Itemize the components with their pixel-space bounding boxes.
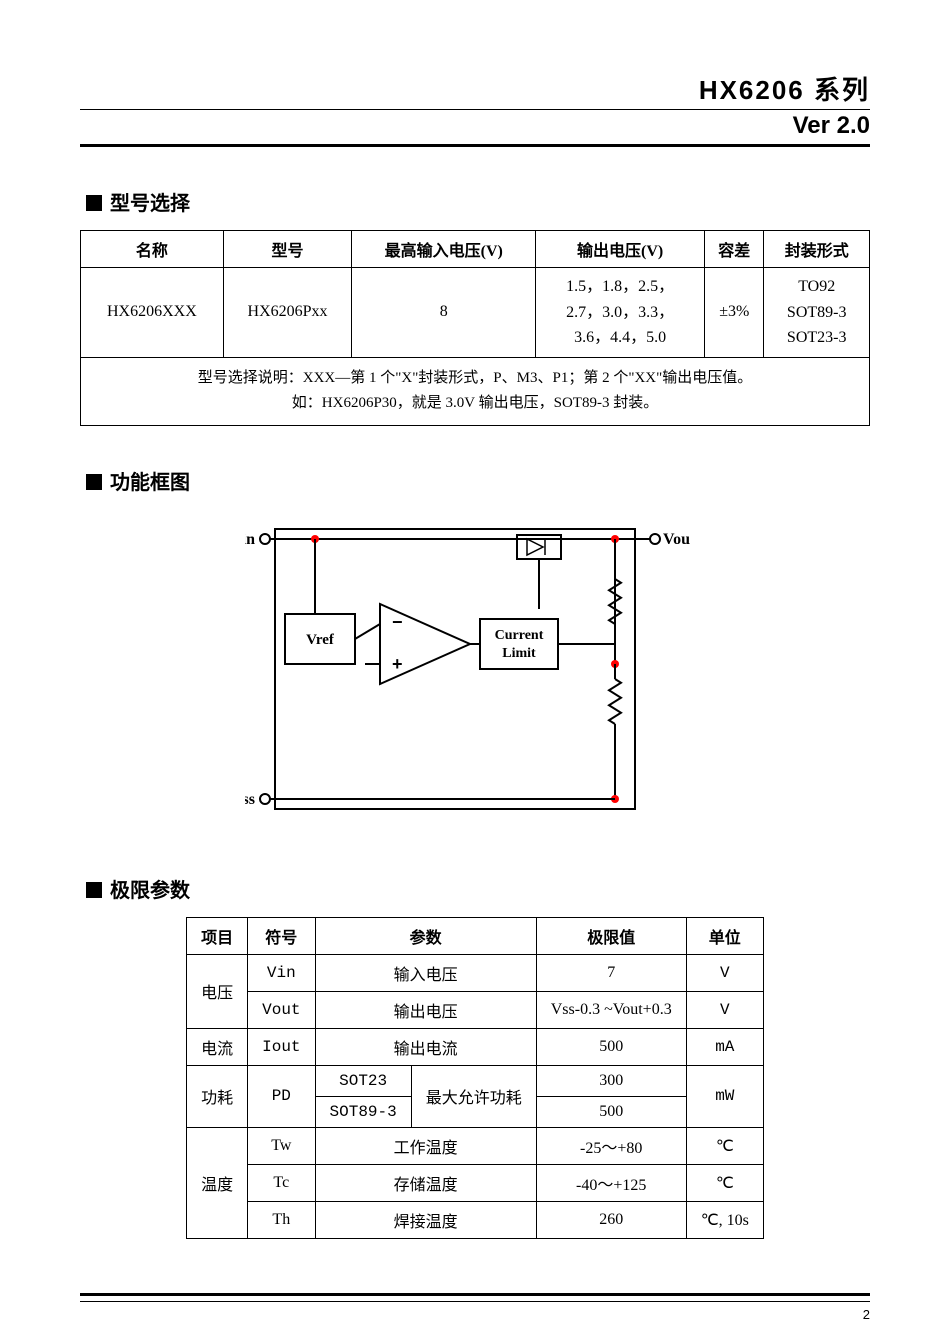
svg-text:Vou: Vou — [663, 531, 690, 548]
table-header-row: 项目 符号 参数 极限值 单位 — [187, 917, 764, 954]
cell-param-b: 最大允许功耗 — [411, 1065, 536, 1127]
cell-param-a: SOT89-3 — [315, 1096, 411, 1127]
svg-text:−: − — [392, 612, 403, 632]
col-pkg: 封装形式 — [764, 231, 870, 268]
col-sym: 符号 — [248, 917, 315, 954]
cell-cat: 电压 — [187, 954, 248, 1028]
model-select-table: 名称 型号 最高输入电压(V) 输出电压(V) 容差 封装形式 HX6206XX… — [80, 230, 870, 426]
doc-version: Ver 2.0 — [80, 112, 870, 140]
section-abs-max-heading: 极限参数 — [86, 874, 870, 903]
cell-unit: mA — [686, 1028, 763, 1065]
cell-name: HX6206XXX — [81, 268, 224, 358]
cell-val: 500 — [536, 1028, 686, 1065]
cell-unit: V — [686, 991, 763, 1028]
footer-rule-thin — [80, 1301, 870, 1302]
cell-tol: ±3% — [705, 268, 764, 358]
col-item: 项目 — [187, 917, 248, 954]
cell-val: -25～+80 — [536, 1127, 686, 1164]
svg-text:+: + — [392, 654, 403, 674]
page-number: 2 — [863, 1307, 870, 1322]
cell-cat: 电流 — [187, 1028, 248, 1065]
cell-vinmax: 8 — [352, 268, 536, 358]
table-row: 电流 Iout 输出电流 500 mA — [187, 1028, 764, 1065]
cell-sym: PD — [248, 1065, 315, 1127]
section-model-select-heading: 型号选择 — [86, 187, 870, 216]
cell-sym: Vin — [248, 954, 315, 991]
cell-val: -40～+125 — [536, 1164, 686, 1201]
cell-param-a: SOT23 — [315, 1065, 411, 1096]
col-name: 名称 — [81, 231, 224, 268]
abs-max-table: 项目 符号 参数 极限值 单位 电压 Vin 输入电压 7 V Vout 输出电… — [186, 917, 764, 1239]
cell-param: 工作温度 — [315, 1127, 536, 1164]
table-row: 电压 Vin 输入电压 7 V — [187, 954, 764, 991]
cell-note: 型号选择说明：XXX—第 1 个"X"封装形式，P、M3、P1；第 2 个"XX… — [81, 357, 870, 425]
bullet-icon — [86, 474, 102, 490]
col-vout: 输出电压(V) — [536, 231, 705, 268]
cell-cat: 温度 — [187, 1127, 248, 1238]
table-row: 温度 Tw 工作温度 -25～+80 ℃ — [187, 1127, 764, 1164]
table-note-row: 型号选择说明：XXX—第 1 个"X"封装形式，P、M3、P1；第 2 个"XX… — [81, 357, 870, 425]
table-row: 功耗 PD SOT23 最大允许功耗 300 mW — [187, 1065, 764, 1096]
block-diagram: Vin Vou Vref − + Current Limit Vss — [80, 509, 870, 834]
cell-cat: 功耗 — [187, 1065, 248, 1127]
bullet-icon — [86, 882, 102, 898]
col-unit: 单位 — [686, 917, 763, 954]
cell-unit: ℃ — [686, 1164, 763, 1201]
cell-param: 输出电流 — [315, 1028, 536, 1065]
cell-sym: Tw — [248, 1127, 315, 1164]
svg-text:Current: Current — [495, 628, 544, 643]
cell-unit: mW — [686, 1065, 763, 1127]
cell-param: 输出电压 — [315, 991, 536, 1028]
cell-pkg: TO92 SOT89-3 SOT23-3 — [764, 268, 870, 358]
page-header: HX6206 系列 Ver 2.0 — [80, 70, 870, 147]
cell-sym: Tc — [248, 1164, 315, 1201]
table-row: Tc 存储温度 -40～+125 ℃ — [187, 1164, 764, 1201]
cell-val: 300 — [536, 1065, 686, 1096]
svg-text:Vss: Vss — [245, 791, 255, 808]
cell-vout: 1.5，1.8，2.5， 2.7，3.0，3.3， 3.6，4.4，5.0 — [536, 268, 705, 358]
cell-val: Vss-0.3 ~Vout+0.3 — [536, 991, 686, 1028]
svg-text:Limit: Limit — [502, 646, 536, 661]
col-model: 型号 — [223, 231, 352, 268]
col-tol: 容差 — [705, 231, 764, 268]
cell-param: 存储温度 — [315, 1164, 536, 1201]
bullet-icon — [86, 195, 102, 211]
table-row: Th 焊接温度 260 ℃, 10s — [187, 1201, 764, 1238]
section-block-diagram-heading: 功能框图 — [86, 466, 870, 495]
cell-param: 输入电压 — [315, 954, 536, 991]
cell-unit: V — [686, 954, 763, 991]
svg-text:Vin: Vin — [245, 531, 255, 548]
cell-sym: Iout — [248, 1028, 315, 1065]
table-row: HX6206XXX HX6206Pxx 8 1.5，1.8，2.5， 2.7，3… — [81, 268, 870, 358]
cell-model: HX6206Pxx — [223, 268, 352, 358]
cell-val: 7 — [536, 954, 686, 991]
table-header-row: 名称 型号 最高输入电压(V) 输出电压(V) 容差 封装形式 — [81, 231, 870, 268]
cell-param: 焊接温度 — [315, 1201, 536, 1238]
col-vinmax: 最高输入电压(V) — [352, 231, 536, 268]
col-limit: 极限值 — [536, 917, 686, 954]
col-param: 参数 — [315, 917, 536, 954]
cell-val: 500 — [536, 1096, 686, 1127]
cell-val: 260 — [536, 1201, 686, 1238]
block-diagram-svg: Vin Vou Vref − + Current Limit Vss — [245, 509, 705, 829]
cell-unit: ℃ — [686, 1127, 763, 1164]
svg-text:Vref: Vref — [306, 632, 335, 648]
doc-title: HX6206 系列 — [80, 70, 870, 107]
footer-rule — [80, 1293, 870, 1296]
cell-sym: Th — [248, 1201, 315, 1238]
table-row: Vout 输出电压 Vss-0.3 ~Vout+0.3 V — [187, 991, 764, 1028]
cell-sym: Vout — [248, 991, 315, 1028]
cell-unit: ℃, 10s — [686, 1201, 763, 1238]
